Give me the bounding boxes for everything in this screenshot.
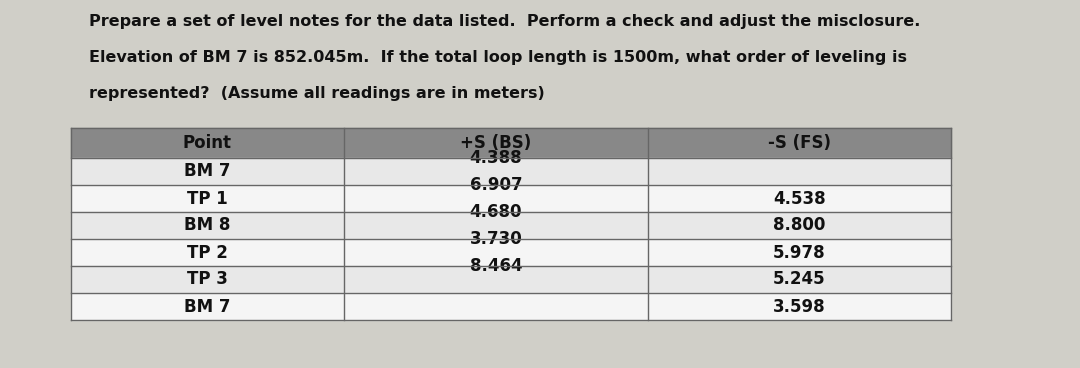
Text: 8.464: 8.464 xyxy=(470,257,523,275)
Text: 4.680: 4.680 xyxy=(470,203,522,221)
Text: TP 3: TP 3 xyxy=(187,270,228,289)
Text: +S (BS): +S (BS) xyxy=(460,134,531,152)
Bar xyxy=(71,293,951,320)
Text: 5.978: 5.978 xyxy=(773,244,826,262)
Bar xyxy=(71,128,951,158)
Bar xyxy=(71,239,951,266)
Text: 3.598: 3.598 xyxy=(773,297,826,315)
Bar xyxy=(71,185,951,212)
Text: 4.538: 4.538 xyxy=(773,190,826,208)
Text: Prepare a set of level notes for the data listed.  Perform a check and adjust th: Prepare a set of level notes for the dat… xyxy=(89,14,920,29)
Text: Elevation of BM 7 is 852.045m.  If the total loop length is 1500m, what order of: Elevation of BM 7 is 852.045m. If the to… xyxy=(89,50,907,65)
Text: TP 1: TP 1 xyxy=(187,190,228,208)
Bar xyxy=(71,158,951,185)
Text: 8.800: 8.800 xyxy=(773,216,826,234)
Text: 3.730: 3.730 xyxy=(470,230,523,248)
Text: -S (FS): -S (FS) xyxy=(768,134,831,152)
Text: BM 7: BM 7 xyxy=(185,297,231,315)
Text: TP 2: TP 2 xyxy=(187,244,228,262)
Bar xyxy=(71,212,951,239)
Text: BM 8: BM 8 xyxy=(185,216,231,234)
Text: Point: Point xyxy=(183,134,232,152)
Text: BM 7: BM 7 xyxy=(185,163,231,180)
Text: represented?  (Assume all readings are in meters): represented? (Assume all readings are in… xyxy=(89,86,544,101)
Bar xyxy=(71,266,951,293)
Text: 5.245: 5.245 xyxy=(773,270,826,289)
Text: 4.388: 4.388 xyxy=(470,149,523,167)
Text: 6.907: 6.907 xyxy=(470,176,523,194)
